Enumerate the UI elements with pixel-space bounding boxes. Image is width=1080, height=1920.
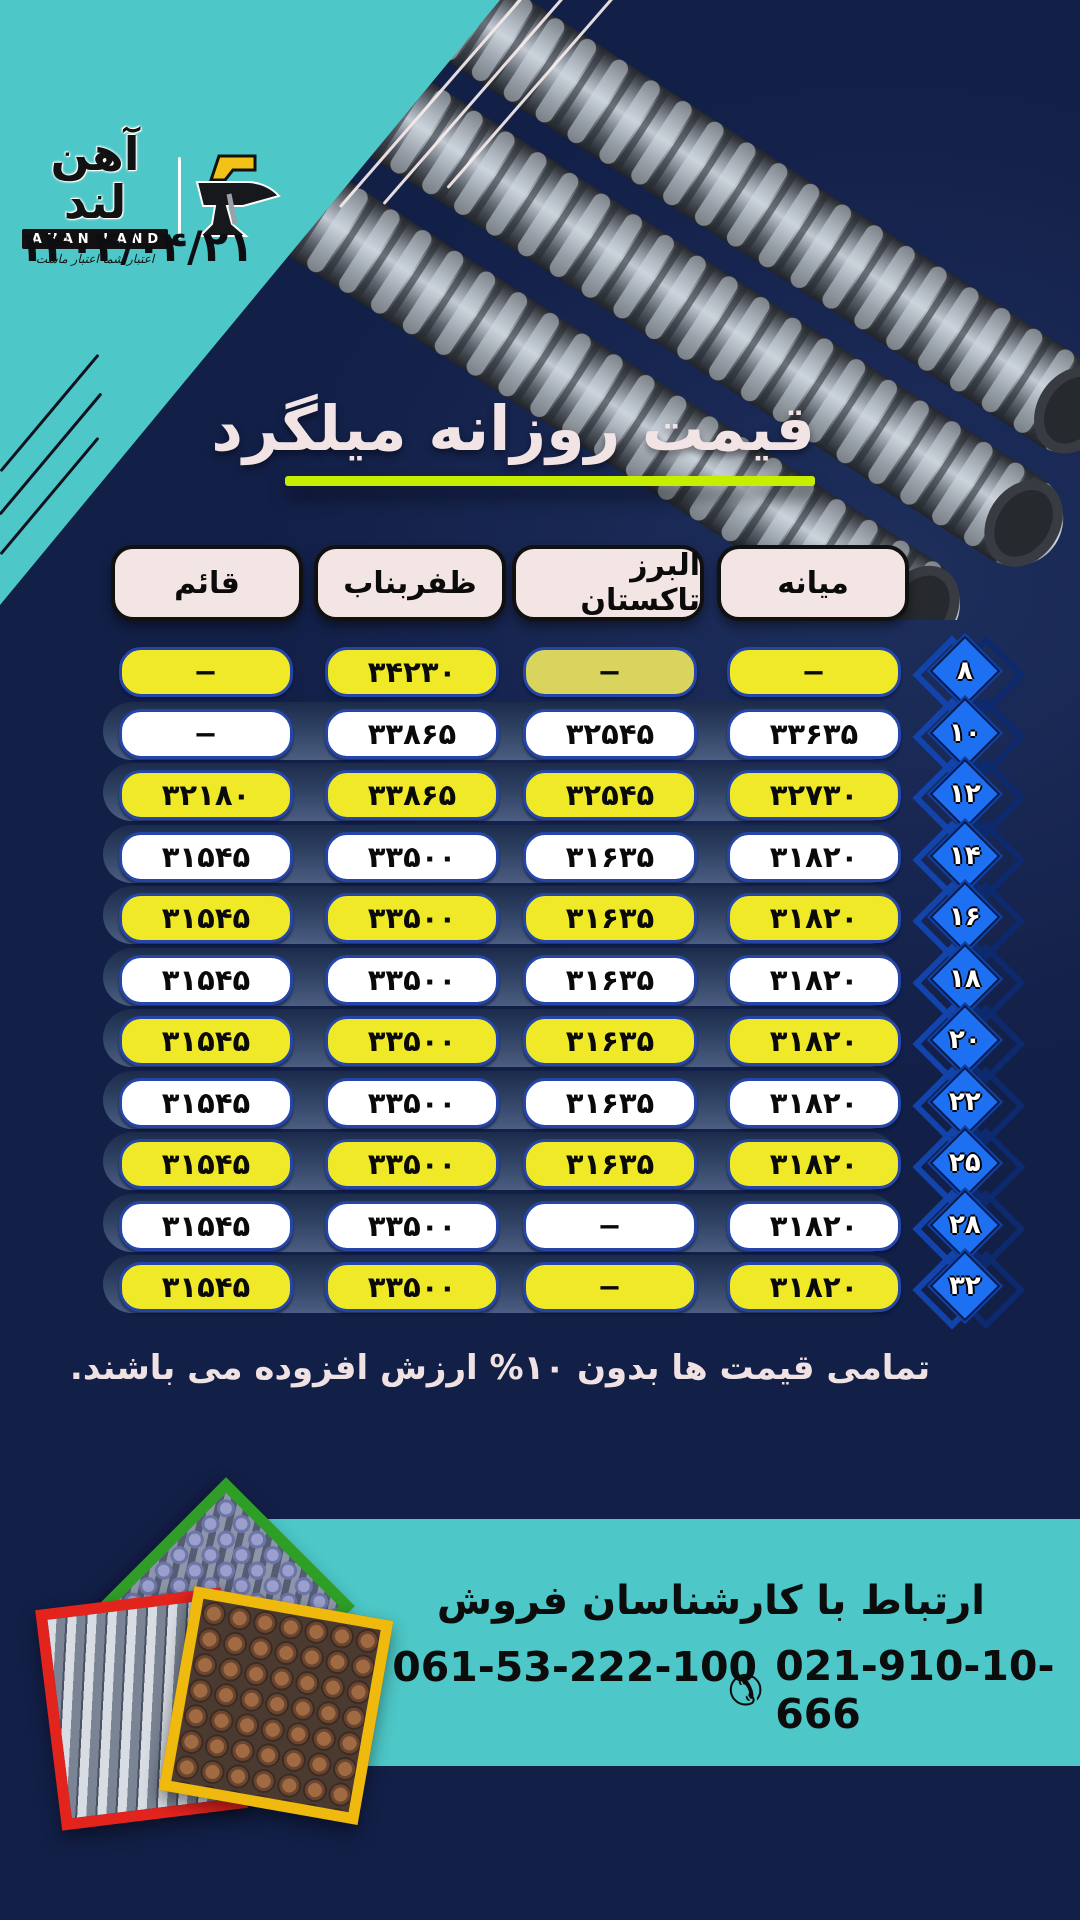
brand-wordmark: آهن لند AHAN LAND اعتبار شما اعتبار ماست [22,130,168,266]
size-diamond: ۱۸ [912,942,1026,1023]
column-header: قائم [111,545,303,621]
price-cell-alborz: ۳۱۶۳۵ [523,831,697,882]
price-cell-zafar: ۳۳۵۰۰ [325,954,499,1005]
price-cell-alborz: − [523,1200,697,1251]
brand-name-en: AHAN LAND [22,228,168,249]
size-label: ۲۰ [949,1025,981,1055]
size-label: ۱۸ [949,963,981,994]
price-cell-qaem: ۳۲۱۸۰ [119,770,293,820]
size-diamond: ۱۰ [912,696,1026,777]
footer-band [253,1519,1080,1766]
size-label: ۲۵ [949,1148,981,1178]
price-cell-zafar: ۳۳۵۰۰ [325,893,499,943]
size-diamond: ۱۴ [912,819,1026,900]
price-cell-alborz: − [523,647,697,697]
size-label: ۸ [957,656,973,686]
size-diamond: ۱۶ [912,881,1026,961]
price-cell-qaem: ۳۱۵۴۵ [119,831,293,882]
price-cell-miyaneh: ۳۱۸۲۰ [727,1262,901,1312]
logo-divider [178,156,181,239]
price-cell-miyaneh: ۳۱۸۲۰ [727,893,901,943]
size-label: ۱۲ [949,779,981,809]
price-cell-miyaneh: ۳۱۸۲۰ [727,1077,901,1128]
price-cell-qaem: ۳۱۵۴۵ [119,1200,293,1251]
size-diamond: ۳۲ [912,1250,1026,1330]
phone-number-label: 061-53-222-100 [392,1642,758,1691]
price-cell-miyaneh: ۳۱۸۲۰ [727,954,901,1005]
price-cell-alborz: ۳۱۶۳۵ [523,1077,697,1128]
price-cell-qaem: − [119,647,293,697]
price-cell-miyaneh: ۳۱۸۲۰ [727,1016,901,1066]
price-cell-qaem: − [119,708,293,759]
rebar-hero-image [290,0,1080,620]
size-label: ۲۸ [949,1209,981,1240]
price-cell-alborz: ۳۱۶۳۵ [523,1016,697,1066]
size-label: ۱۶ [949,902,981,932]
footer-heading: ارتباط با کارشناسان فروش [436,1578,985,1624]
price-cell-miyaneh: ۳۱۸۲۰ [727,831,901,882]
brand-name-fa: آهن لند [50,127,140,230]
size-diamond: ۱۲ [912,758,1026,838]
price-cell-qaem: ۳۱۵۴۵ [119,954,293,1005]
title-underline [285,476,815,486]
page-title: قیمت روزانه میلگرد [211,392,815,465]
price-cell-qaem: ۳۱۵۴۵ [119,1139,293,1189]
phone-number-label: 021-910-10-666 [775,1642,1055,1738]
size-diamond: ۸ [912,635,1026,715]
size-label: ۱۴ [949,840,981,871]
price-cell-zafar: ۳۳۵۰۰ [325,1077,499,1128]
price-cell-alborz: ۳۲۵۴۵ [523,708,697,759]
column-header: ظفربناب [314,545,506,621]
price-cell-miyaneh: ۳۲۷۳۰ [727,770,901,820]
column-header: میانه [717,545,909,621]
price-cell-miyaneh: ۳۱۸۲۰ [727,1200,901,1251]
phone-number-branch[interactable]: ✆ 061-53-222-100 [345,1642,757,1691]
price-cell-zafar: ۳۳۵۰۰ [325,1262,499,1312]
price-cell-zafar: ۳۴۲۳۰ [325,647,499,697]
price-cell-zafar: ۳۳۸۶۵ [325,770,499,820]
price-cell-zafar: ۳۳۵۰۰ [325,1016,499,1066]
price-cell-qaem: ۳۱۵۴۵ [119,893,293,943]
brand-logo: آهن لند AHAN LAND اعتبار شما اعتبار ماست [22,130,283,266]
price-cell-qaem: ۳۱۵۴۵ [119,1016,293,1066]
size-diamond: ۲۰ [912,1004,1026,1084]
price-cell-zafar: ۳۳۵۰۰ [325,831,499,882]
size-label: ۲۲ [949,1086,981,1117]
size-label: ۱۰ [949,717,981,748]
price-cell-qaem: ۳۱۵۴۵ [119,1262,293,1312]
date-label: ۱۴۰۴/۰۴/۲۱ [18,222,254,271]
price-cell-alborz: − [523,1262,697,1312]
phone-number-hq[interactable]: ✆ 021-910-10-666 [728,1642,1080,1738]
price-cell-alborz: ۳۱۶۳۵ [523,893,697,943]
price-cell-zafar: ۳۳۵۰۰ [325,1200,499,1251]
price-cell-qaem: ۳۱۵۴۵ [119,1077,293,1128]
vat-note: تمامی قیمت ها بدون ۱۰% ارزش افزوده می با… [69,1348,931,1388]
size-diamond: ۲۸ [912,1188,1026,1269]
price-cell-miyaneh: − [727,647,901,697]
anvil-icon [195,154,281,237]
price-cell-miyaneh: ۳۱۸۲۰ [727,1139,901,1189]
size-label: ۳۲ [949,1271,981,1301]
price-cell-miyaneh: ۳۳۶۳۵ [727,708,901,759]
brand-tagline: اعتبار شما اعتبار ماست [35,251,155,266]
rebar-photo-yellow-frame [158,1586,394,1825]
price-cell-zafar: ۳۳۵۰۰ [325,1139,499,1189]
price-cell-alborz: ۳۱۶۳۵ [523,1139,697,1189]
size-diamond: ۲۲ [912,1065,1026,1146]
size-diamond: ۲۵ [912,1127,1026,1207]
column-header: البرز تاکستان [512,545,704,621]
price-cell-alborz: ۳۲۵۴۵ [523,770,697,820]
phone-icon: ✆ [728,1665,764,1715]
price-cell-alborz: ۳۱۶۳۵ [523,954,697,1005]
price-cell-zafar: ۳۳۸۶۵ [325,708,499,759]
